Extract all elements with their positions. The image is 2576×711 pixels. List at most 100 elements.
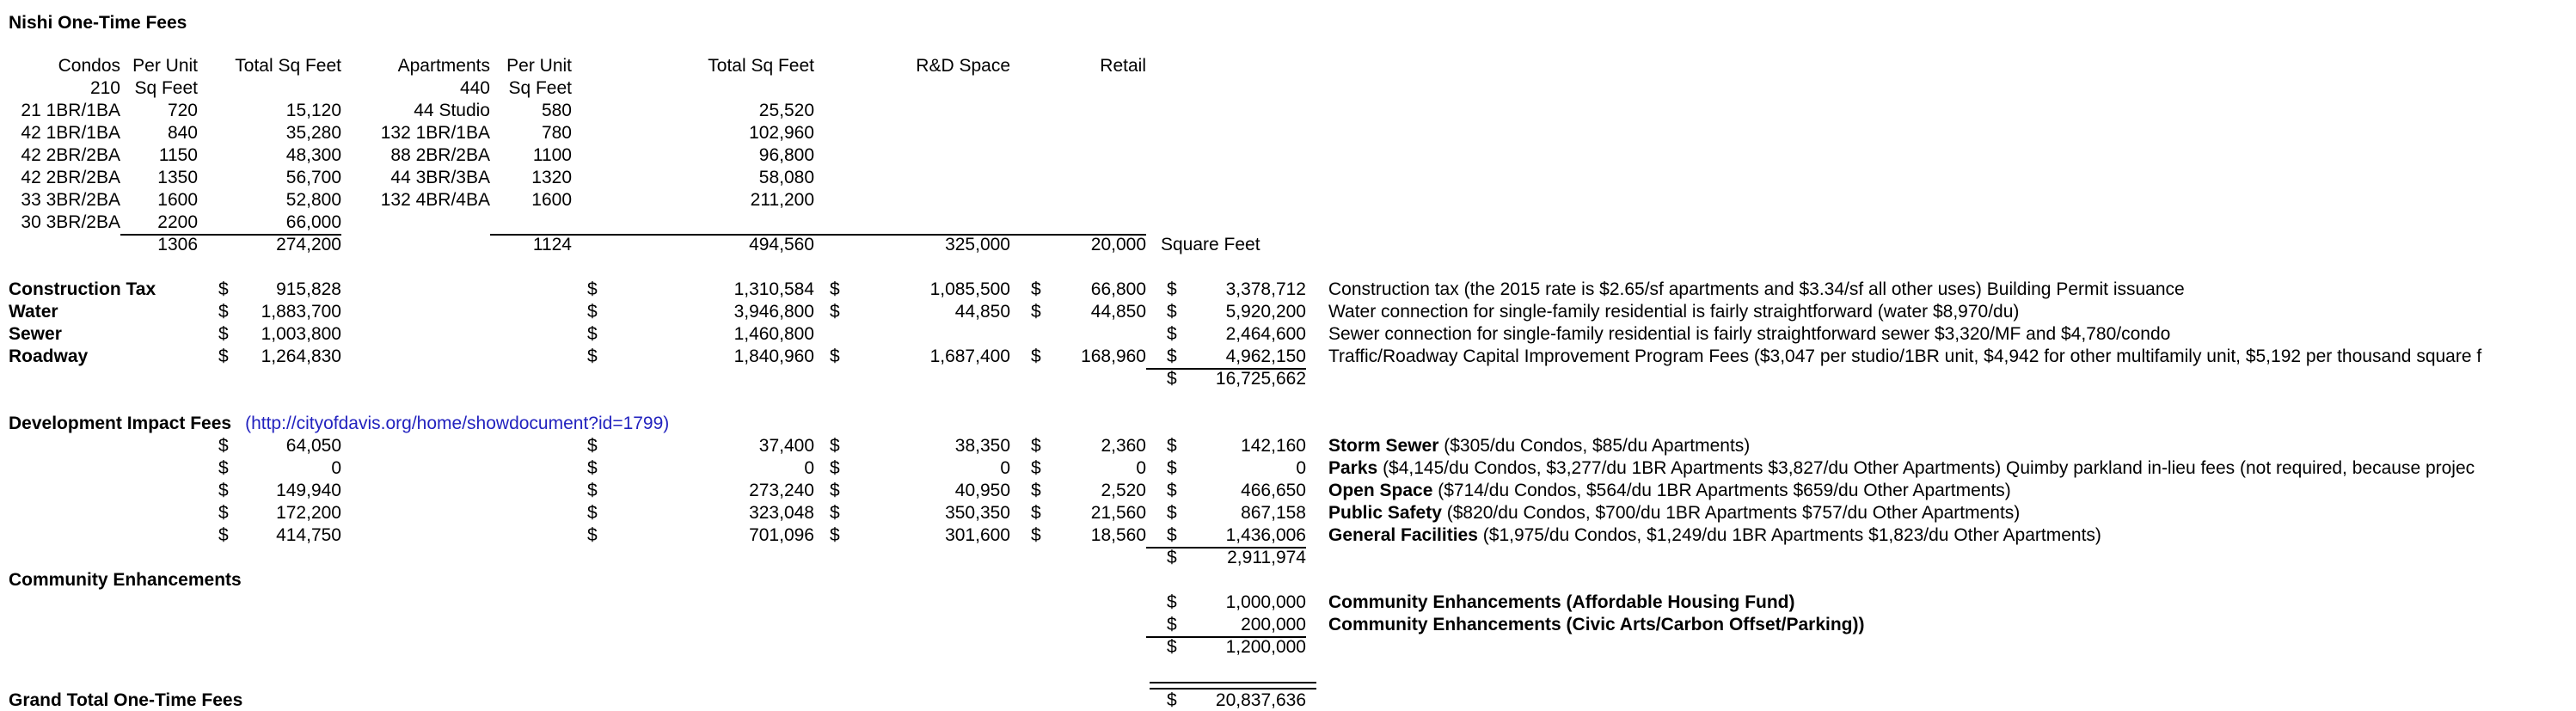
unit-row-4-col4: 44 3BR/3BA (390, 168, 490, 187)
dif-public-safety-col11: Public Safety ($820/du Condos, $700/du 1… (1328, 502, 2576, 524)
fee-water-amount: 1,883,700 (261, 302, 341, 322)
units-total-col7: 325,000 (945, 235, 1010, 254)
unit-row-6-col5 (490, 211, 572, 236)
dif-open-space-col3: $149,940 (198, 480, 341, 502)
ce-civic-arts-text-0: Community Enhancements (Civic Arts/Carbo… (1328, 615, 1865, 634)
spacer-3 (9, 659, 2576, 676)
ce-subtotal: $1,200,000 (9, 636, 2576, 659)
unit-row-3-col6: 96,800 (758, 145, 814, 165)
dif-storm-sewer-amount: 142,160 (1241, 436, 1306, 456)
ce-civic-arts-dollar-sign: $ (1167, 615, 1177, 634)
dif-subtotal: $2,911,974 (9, 547, 2576, 569)
fee-table: Condos Per Unit Total Sq Feet Apartments Per… (9, 55, 2576, 711)
dif-general-facilities-amount: 701,096 (749, 525, 814, 545)
dif-parks: $0 $0 $0 $0 $0 Parks ($4,145/du Condos, $3,27… (9, 457, 2576, 480)
unit-row-2-col4: 132 1BR/1BA (380, 123, 490, 143)
units-total-col8: 20,000 (1090, 235, 1146, 254)
dif-storm-sewer: $64,050 $37,400 $38,350 $2,360 $142,160 Storm… (9, 435, 2576, 457)
dif-open-space-amount: 149,940 (276, 481, 341, 500)
dif-open-space-dollar-sign: $ (1031, 481, 1041, 500)
dif-open-space: $149,940 $273,240 $40,950 $2,520 $466,650 Ope… (9, 480, 2576, 502)
fee-water: Water $1,883,700 $3,946,800 $44,850 $44,850 $… (9, 301, 2576, 323)
dif-storm-sewer-dollar-sign: $ (218, 436, 229, 456)
fee-sewer-col11: Sewer connection for single-family resid… (1328, 323, 2576, 346)
fee-roadway-amount: 4,962,150 (1225, 346, 1306, 366)
unit-row-1-col5: 580 (541, 101, 572, 120)
dif-storm-sewer-dollar-sign: $ (830, 436, 840, 456)
unit-row-1-col3: 15,120 (285, 101, 341, 120)
fee-water-amount: 3,946,800 (733, 302, 814, 322)
fee-construction-tax-col9: $3,378,712 (1146, 279, 1306, 301)
fee-sewer-col6: $1,460,800 (572, 323, 814, 346)
fee-roadway-col9: $4,962,150 (1146, 346, 1306, 370)
dif-open-space-amount: 273,240 (749, 481, 814, 500)
unit-row-6-col1: 30 3BR/2BA (21, 212, 120, 232)
dif-storm-sewer-col7: $38,350 (814, 435, 1010, 457)
fee-water-col6: $3,946,800 (572, 301, 814, 323)
fee-sewer-col1: Sewer (9, 324, 62, 344)
dif-general-facilities-dollar-sign: $ (218, 525, 229, 545)
fee-construction-tax-dollar-sign: $ (218, 279, 229, 299)
unit-row-3-col2: 1150 (158, 145, 198, 165)
ce-civic-arts-col9: $200,000 (1146, 614, 1306, 638)
unit-row-6: 30 3BR/2BA 2200 66,000 (9, 211, 2576, 236)
fee-roadway-col6: $1,840,960 (572, 346, 814, 370)
unit-row-3: 42 2BR/2BA 1150 48,300 88 2BR/2BA 1100 96,800 (9, 144, 2576, 167)
dif-general-facilities-col8: $18,560 (1010, 524, 1146, 549)
fee-construction-tax-amount: 1,310,584 (733, 279, 814, 299)
grand-total-dollar-sign: $ (1167, 690, 1177, 710)
unit-row-5-col3: 52,800 (285, 190, 341, 210)
fee-roadway-amount: 1,264,830 (261, 346, 341, 366)
fee-sewer-amount: 1,460,800 (733, 324, 814, 344)
dif-general-facilities-col6: $701,096 (572, 524, 814, 549)
fee-construction-tax-col7: $1,085,500 (814, 279, 1010, 301)
dif-storm-sewer-dollar-sign: $ (1167, 436, 1177, 456)
dif-public-safety-amount: 172,200 (276, 503, 341, 523)
dif-general-facilities-col11: General Facilities ($1,975/du Condos, $1… (1328, 524, 2576, 549)
dif-public-safety-dollar-sign: $ (830, 503, 840, 523)
fee-sewer-col9: $2,464,600 (1146, 323, 1306, 346)
unit-row-3-col5: 1100 (532, 145, 572, 165)
units-subheader: 210 Sq Feet 440 Sq Feet (9, 77, 2576, 100)
fee-construction-tax-col11: Construction tax (the 2015 rate is $2.65… (1328, 279, 2576, 301)
unit-row-4-col1: 42 2BR/2BA (21, 168, 120, 187)
dif-parks-col6: $0 (572, 457, 814, 480)
dif-general-facilities-text-1: ($1,975/du Condos, $1,249/du 1BR Apartme… (1482, 525, 2101, 545)
dif-public-safety-amount: 350,350 (945, 503, 1010, 523)
dif-open-space-dollar-sign: $ (218, 481, 229, 500)
dif-parks-dollar-sign: $ (1167, 458, 1177, 478)
units-total-col9: Square Feet (1161, 235, 1260, 254)
dif-general-facilities-col9: $1,436,006 (1146, 524, 1306, 549)
spacer-2 (9, 390, 2576, 413)
dif-parks-dollar-sign: $ (830, 458, 840, 478)
dif-storm-sewer-text-1: ($305/du Condos, $85/du Apartments) (1444, 436, 1751, 456)
page-title: Nishi One-Time Fees (9, 13, 187, 33)
units-header-col8: Retail (1100, 56, 1146, 76)
dif-parks-dollar-sign: $ (1031, 458, 1041, 478)
fee-roadway: Roadway $1,264,830 $1,840,960 $1,687,400 $16… (9, 346, 2576, 370)
ce-affordable-housing-col11: Community Enhancements (Affordable Housi… (1328, 591, 2576, 614)
dif-public-safety-dollar-sign: $ (1167, 503, 1177, 523)
ce-affordable-housing-text-0: Community Enhancements (Affordable Housi… (1328, 592, 1795, 612)
units-header-col4: Apartments (397, 56, 490, 76)
unit-row-2-col1: 42 1BR/1BA (21, 123, 120, 143)
units-total-col6: 494,560 (749, 235, 814, 254)
dif-general-facilities-text-0: General Facilities (1328, 525, 1483, 545)
unit-row-2-col5: 780 (541, 123, 572, 143)
dif-header-hyperlink[interactable]: (http://cityofdavis.org/home/showdocumen… (245, 414, 670, 433)
fees-subtotal-amount: 16,725,662 (1215, 369, 1306, 389)
dif-open-space-dollar-sign: $ (830, 481, 840, 500)
units-header-col3: Total Sq Feet (235, 56, 341, 76)
units-header: Condos Per Unit Total Sq Feet Apartments Per… (9, 55, 2576, 77)
fee-water-amount: 44,850 (954, 302, 1010, 322)
unit-row-5-col6: 211,200 (750, 190, 814, 210)
unit-row-5: 33 3BR/2BA 1600 52,800 132 4BR/4BA 1600 211,2… (9, 189, 2576, 211)
ce-header-col1: Community Enhancements (9, 570, 242, 590)
dif-open-space-amount: 40,950 (954, 481, 1010, 500)
dif-public-safety-text-1: ($820/du Condos, $700/du 1BR Apartments … (1446, 503, 2021, 523)
grand-total: Grand Total One-Time Fees $20,837,636 (9, 690, 2576, 711)
fee-sewer-amount: 2,464,600 (1225, 324, 1306, 344)
dif-parks-amount: 0 (331, 458, 341, 478)
dif-open-space-dollar-sign: $ (587, 481, 598, 500)
unit-row-4: 42 2BR/2BA 1350 56,700 44 3BR/3BA 1320 58,080 (9, 167, 2576, 189)
